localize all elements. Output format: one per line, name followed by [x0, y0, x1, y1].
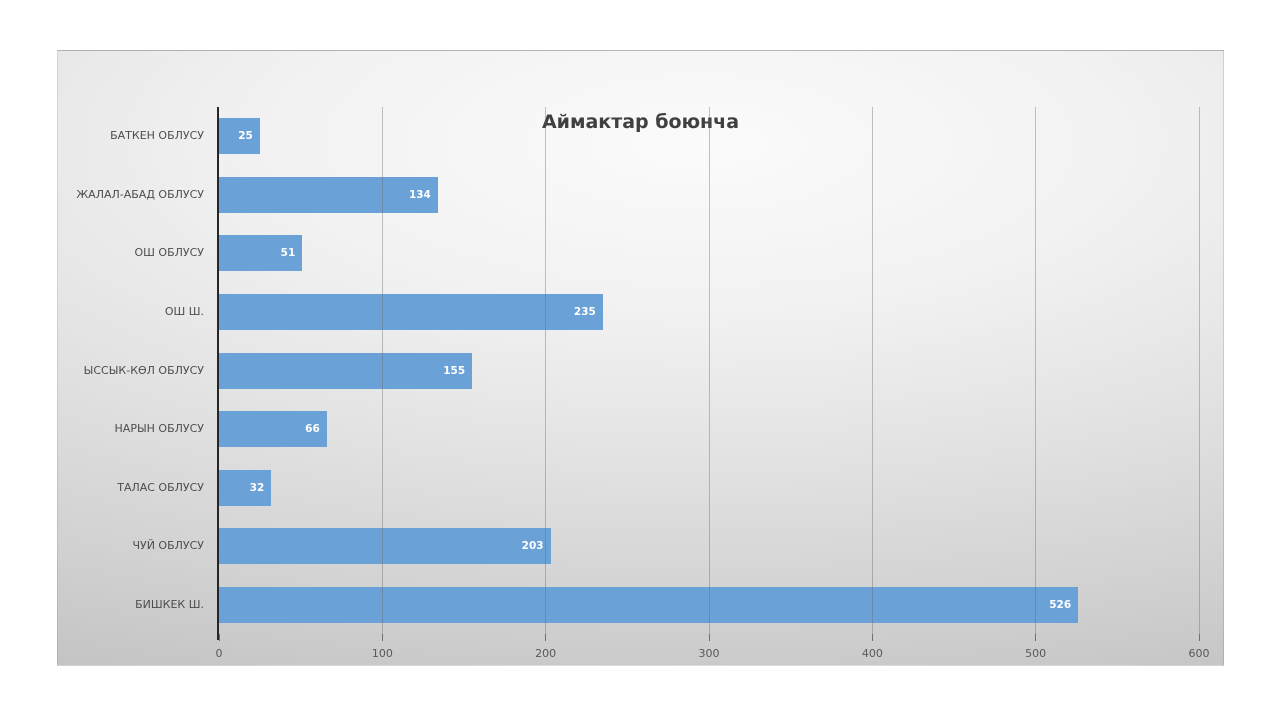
category-label: НАРЫН ОБЛУСУ — [114, 422, 204, 436]
category-label: ОШ Ш. — [164, 304, 204, 318]
x-tick-label: 0 — [215, 647, 223, 660]
tick-mark — [1035, 634, 1037, 641]
category-label: ЖАЛАЛ-АБАД ОБЛУСУ — [76, 187, 204, 201]
value-label: 32 — [249, 481, 265, 494]
gridline — [708, 107, 710, 634]
bar: 203 — [219, 528, 551, 565]
category-label: БАТКЕН ОБЛУСУ — [110, 129, 204, 143]
x-tick-label: 600 — [1188, 647, 1210, 660]
value-label: 203 — [521, 540, 544, 553]
value-label: 155 — [443, 364, 466, 377]
tick-mark — [1198, 634, 1200, 641]
x-tick-label: 500 — [1025, 647, 1047, 660]
x-tick-label: 100 — [371, 647, 393, 660]
x-tick-label: 400 — [861, 647, 883, 660]
gridline — [381, 107, 383, 634]
category-label: ЫССЫК-КӨЛ ОБЛУСУ — [83, 363, 204, 377]
category-label: ОШ ОБЛУСУ — [134, 246, 204, 260]
tick-mark — [871, 634, 873, 641]
tick-mark — [708, 634, 710, 641]
chart-panel: Аймактар боюнча 0 100 200 300 400 500 600 БАТКЕ… — [57, 50, 1224, 666]
tick-mark — [218, 634, 220, 641]
value-label: 526 — [1049, 598, 1072, 611]
category-label: ЧУЙ ОБЛУСУ — [132, 539, 204, 553]
bar: 235 — [219, 293, 603, 330]
x-tick-label: 300 — [698, 647, 720, 660]
value-label: 25 — [238, 130, 253, 143]
gridline — [1198, 107, 1200, 634]
gridline — [545, 107, 547, 634]
x-tick-label: 200 — [535, 647, 557, 660]
bar: 51 — [219, 235, 303, 272]
chart-title: Аймактар боюнча — [541, 111, 740, 133]
category-label: БИШКЕК Ш. — [135, 597, 204, 611]
value-label: 51 — [280, 247, 296, 260]
bar: 155 — [219, 352, 473, 389]
tick-mark — [545, 634, 547, 641]
bar: 25 — [219, 118, 260, 155]
bar: 526 — [219, 586, 1079, 623]
gridline — [1035, 107, 1037, 634]
bar: 134 — [219, 176, 438, 213]
category-label: ТАЛАС ОБЛУСУ — [117, 480, 204, 494]
plot-area: 0 100 200 300 400 500 600 БАТКЕН ОБЛУСУ 25 ЖАЛАЛ-… — [76, 107, 1210, 660]
value-label: 134 — [408, 188, 431, 201]
tick-mark — [381, 634, 383, 641]
value-label: 66 — [305, 423, 320, 436]
bar: 32 — [219, 469, 272, 506]
value-label: 235 — [573, 305, 596, 318]
bar: 66 — [219, 411, 327, 448]
category-axis-line — [217, 107, 219, 640]
gridline — [871, 107, 873, 634]
